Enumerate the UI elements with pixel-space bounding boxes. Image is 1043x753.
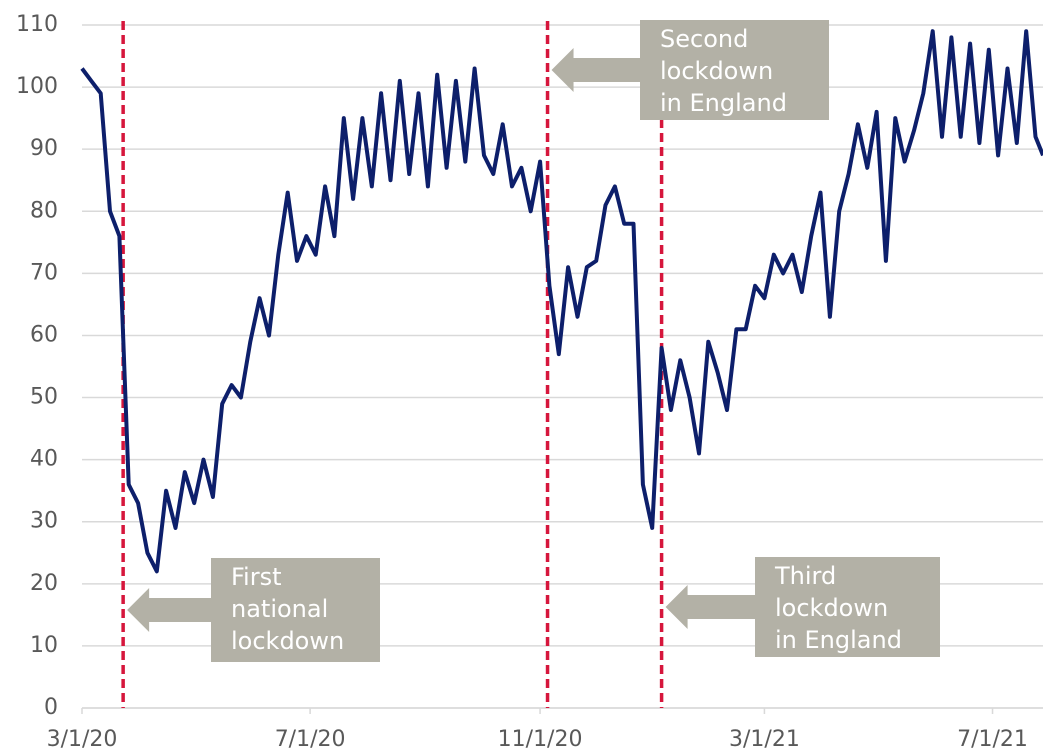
annotation-text: in England: [660, 89, 787, 117]
annotation-text: Third: [774, 562, 836, 590]
y-tick-label: 70: [30, 260, 58, 285]
annotation: First national lockdown: [127, 558, 380, 662]
annotation: Third lockdown in England: [665, 557, 940, 657]
y-tick-label: 50: [30, 385, 58, 410]
annotation-text: Second: [660, 25, 748, 53]
y-tick-label: 110: [16, 12, 58, 37]
x-tick-label: 3/1/20: [47, 727, 118, 752]
annotation-box: [211, 558, 380, 662]
x-tick-label: 7/1/20: [275, 727, 346, 752]
x-tick-label: 3/1/21: [729, 727, 800, 752]
annotation-text: First: [231, 563, 282, 591]
y-tick-label: 60: [30, 322, 58, 347]
y-tick-label: 10: [30, 633, 58, 658]
y-tick-label: 90: [30, 136, 58, 161]
annotation-arrow: [551, 48, 640, 92]
annotation-arrow: [665, 585, 755, 629]
annotation-text: national: [231, 595, 328, 623]
y-tick-label: 0: [44, 695, 58, 720]
annotation-box: [640, 20, 829, 120]
annotation-arrow: [127, 588, 211, 632]
annotation-text: lockdown: [231, 627, 344, 655]
y-tick-label: 30: [30, 509, 58, 534]
y-tick-label: 20: [30, 571, 58, 596]
annotation-text: lockdown: [660, 57, 773, 85]
x-tick-label: 7/1/21: [957, 727, 1028, 752]
annotation-text: lockdown: [775, 594, 888, 622]
data-line: [80, 29, 1043, 574]
y-tick-label: 100: [16, 74, 58, 99]
annotation: Second lockdown in England: [551, 20, 829, 120]
y-tick-label: 80: [30, 198, 58, 223]
annotation-text: in England: [775, 626, 902, 654]
y-tick-label: 40: [30, 447, 58, 472]
annotation-box: [755, 557, 940, 657]
x-tick-label: 11/1/20: [498, 727, 583, 752]
